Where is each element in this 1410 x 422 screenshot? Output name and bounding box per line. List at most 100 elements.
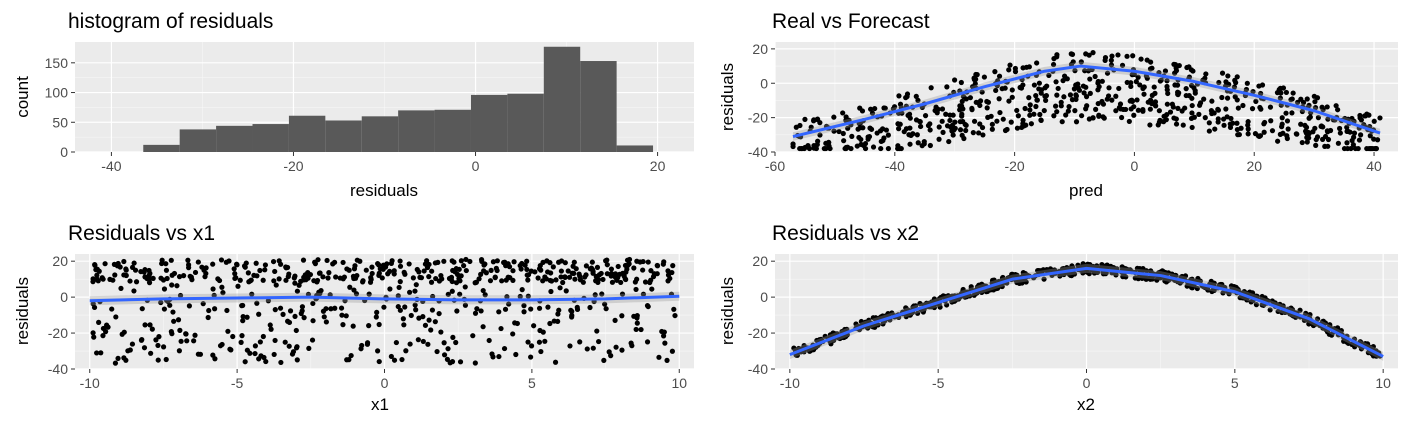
scatter-point bbox=[1224, 95, 1231, 101]
scatter-point bbox=[970, 130, 976, 136]
scatter-point bbox=[458, 273, 464, 279]
scatter-point bbox=[433, 275, 439, 282]
scatter-point bbox=[797, 145, 803, 152]
x-tick-label: -40 bbox=[101, 158, 121, 174]
scatter-point bbox=[1036, 267, 1042, 274]
scatter-point bbox=[227, 346, 233, 352]
scatter-point bbox=[1002, 127, 1009, 134]
scatter-point bbox=[1315, 115, 1322, 121]
scatter-point bbox=[262, 267, 268, 273]
scatter-point bbox=[300, 257, 307, 263]
scatter-point bbox=[210, 286, 216, 292]
scatter-point bbox=[231, 266, 237, 272]
scatter-point bbox=[235, 283, 241, 289]
scatter-point bbox=[1081, 90, 1087, 96]
scatter-point bbox=[249, 291, 255, 297]
scatter-point bbox=[287, 308, 294, 314]
scatter-point bbox=[576, 271, 582, 277]
scatter-point bbox=[277, 305, 284, 311]
scatter-point bbox=[265, 298, 271, 304]
scatter-point bbox=[915, 97, 921, 103]
scatter-point bbox=[950, 112, 956, 118]
scatter-point bbox=[933, 104, 939, 110]
scatter-point bbox=[599, 291, 605, 297]
scatter-point bbox=[1090, 50, 1096, 56]
scatter-point bbox=[1000, 274, 1006, 281]
histogram-bar bbox=[434, 109, 471, 152]
x-tick-label: 20 bbox=[1246, 158, 1262, 174]
scatter-point bbox=[158, 299, 164, 306]
scatter-point bbox=[811, 142, 817, 149]
scatter-point bbox=[1223, 106, 1229, 112]
scatter-point bbox=[1083, 84, 1089, 90]
scatter-point bbox=[277, 261, 284, 267]
scatter-point bbox=[1211, 287, 1217, 293]
scatter-point bbox=[633, 326, 639, 333]
scatter-point bbox=[1290, 90, 1296, 96]
scatter-point bbox=[1087, 76, 1093, 82]
scatter-point bbox=[350, 323, 356, 329]
scatter-point bbox=[967, 95, 974, 101]
scatter-point bbox=[494, 258, 500, 264]
scatter-point bbox=[547, 277, 553, 284]
scatter-point bbox=[498, 325, 504, 332]
scatter-point bbox=[1133, 79, 1139, 85]
scatter-point bbox=[1304, 139, 1310, 145]
scatter-point bbox=[645, 259, 651, 265]
scatter-point bbox=[815, 116, 821, 122]
scatter-point bbox=[211, 292, 217, 298]
x-tick-label: -20 bbox=[1004, 158, 1024, 174]
points bbox=[790, 50, 1383, 152]
scatter-point bbox=[441, 340, 447, 346]
scatter-point bbox=[670, 263, 676, 269]
scatter-point bbox=[1087, 90, 1093, 96]
scatter-point bbox=[181, 273, 187, 279]
scatter-point bbox=[1258, 106, 1264, 112]
scatter-point bbox=[1201, 96, 1207, 102]
scatter-point bbox=[175, 317, 182, 323]
scatter-point bbox=[574, 304, 580, 310]
scatter-point bbox=[1312, 105, 1319, 111]
scatter-point bbox=[123, 272, 129, 279]
scatter-point bbox=[168, 329, 174, 335]
x-tick-label: 10 bbox=[671, 375, 687, 391]
scatter-point bbox=[149, 326, 155, 332]
scatter-point bbox=[870, 144, 877, 150]
scatter-point bbox=[449, 258, 455, 264]
scatter-point bbox=[1141, 84, 1147, 90]
scatter-point bbox=[980, 132, 986, 138]
scatter-point bbox=[565, 268, 571, 274]
scatter-point bbox=[843, 145, 849, 152]
scatter-point bbox=[363, 267, 369, 273]
scatter-point bbox=[94, 266, 100, 272]
scatter-point bbox=[616, 271, 623, 277]
scatter-point bbox=[1131, 112, 1137, 118]
scatter-point bbox=[1300, 99, 1307, 106]
scatter-point bbox=[310, 318, 316, 324]
scatter-point bbox=[836, 128, 842, 135]
scatter-point bbox=[536, 339, 543, 345]
scatter-point bbox=[96, 319, 102, 325]
scatter-point bbox=[608, 353, 614, 359]
bars bbox=[143, 46, 654, 153]
scatter-point bbox=[267, 322, 273, 328]
scatter-point bbox=[107, 276, 113, 282]
scatter-point bbox=[1063, 112, 1069, 118]
scatter-point bbox=[1219, 94, 1225, 101]
scatter-point bbox=[934, 110, 940, 116]
scatter-point bbox=[1141, 91, 1147, 97]
scatter-point bbox=[376, 358, 382, 365]
scatter-point bbox=[1075, 262, 1081, 268]
scatter-point bbox=[163, 356, 169, 363]
scatter-point bbox=[397, 258, 403, 264]
scatter-point bbox=[1055, 85, 1061, 92]
scatter-point bbox=[827, 332, 833, 338]
scatter-point bbox=[857, 105, 863, 111]
x-tick-label: -10 bbox=[780, 375, 800, 391]
scatter-point bbox=[891, 104, 898, 110]
y-axis-label: count bbox=[13, 76, 32, 118]
scatter-point bbox=[386, 268, 393, 274]
x-tick-label: -20 bbox=[283, 158, 303, 174]
scatter-point bbox=[142, 322, 148, 328]
scatter-point bbox=[461, 263, 467, 269]
